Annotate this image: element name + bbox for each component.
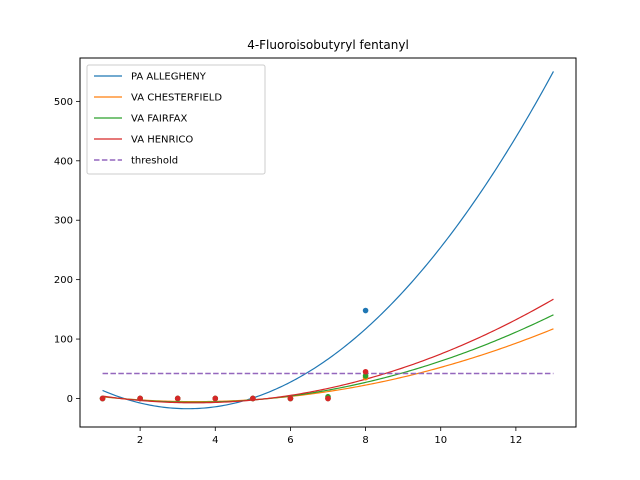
- data-point-3-3: [212, 395, 219, 402]
- legend-label-1: VA CHESTERFIELD: [131, 93, 222, 104]
- plot-content: [99, 71, 554, 410]
- chart-title: 4-Fluoroisobutyryl fentanyl: [247, 38, 409, 52]
- data-point-0-7: [362, 307, 369, 314]
- plot-area-frame: [79, 57, 577, 428]
- data-point-3-1: [137, 395, 143, 402]
- data-point-3-6: [325, 395, 331, 402]
- legend: PA ALLEGHENY VA CHESTERFIELD VA FAIRFAX VA …: [86, 64, 266, 175]
- x-tick-label: 8: [362, 435, 368, 446]
- x-tick-label: 12: [510, 435, 523, 446]
- x-tick-label: 10: [434, 435, 447, 446]
- x-tick-label: 2: [137, 435, 143, 446]
- x-axis: 2 4 6 8 10 12: [137, 427, 522, 446]
- y-tick-label: 300: [54, 216, 73, 227]
- x-tick-label: 4: [212, 435, 218, 446]
- data-point-2-7: [362, 373, 369, 379]
- x-tick-label: 6: [287, 435, 293, 446]
- data-point-3-2: [174, 395, 181, 402]
- legend-label-2: VA FAIRFAX: [131, 114, 187, 125]
- y-tick-label: 500: [54, 97, 73, 108]
- y-tick-label: 400: [54, 156, 73, 167]
- y-tick-label: 100: [54, 335, 73, 346]
- legend-box: [86, 64, 266, 175]
- fit-line-0: [102, 71, 554, 410]
- y-tick-label: 200: [54, 275, 73, 286]
- y-axis: 0 100 200 300 400 500: [54, 97, 80, 405]
- data-point-3-7: [362, 368, 369, 375]
- data-point-3-5: [287, 395, 294, 402]
- legend-label-0: PA ALLEGHENY: [131, 72, 207, 83]
- data-point-3-4: [250, 395, 256, 402]
- legend-label-4: threshold: [131, 156, 178, 167]
- legend-label-3: VA HENRICO: [131, 135, 193, 146]
- data-point-3-0: [99, 395, 106, 402]
- fit-line-3: [102, 298, 554, 404]
- y-tick-label: 0: [67, 394, 73, 405]
